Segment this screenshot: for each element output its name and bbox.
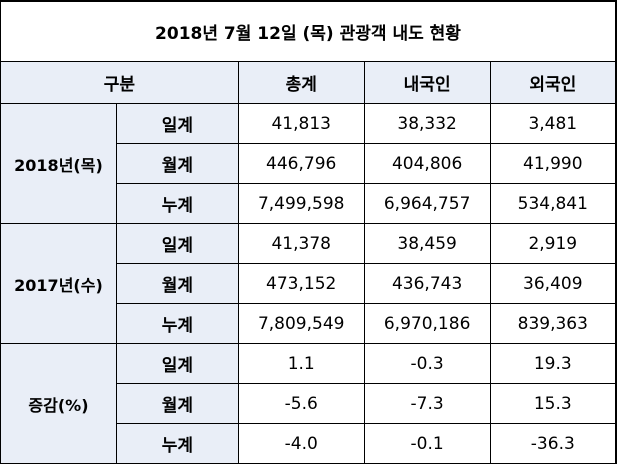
cell-total: -5.6	[237, 383, 365, 424]
cell-domestic: 436,743	[363, 263, 491, 304]
cell-foreign: 36,409	[489, 263, 617, 304]
cell-foreign: 3,481	[489, 103, 617, 144]
header-total: 총계	[237, 61, 365, 104]
table-row: 월계 446,796 404,806 41,990	[1, 143, 617, 184]
cell-foreign: 839,363	[489, 303, 617, 344]
cell-total: 446,796	[237, 143, 365, 184]
header-category: 구분	[0, 61, 239, 104]
cell-total: -4.0	[237, 423, 365, 464]
row-label: 일계	[115, 223, 239, 264]
table-row: 증감(%) 일계 1.1 -0.3 19.3	[0, 343, 617, 464]
row-label: 월계	[115, 143, 239, 184]
group-label-change: 증감(%)	[0, 343, 117, 464]
row-label: 월계	[115, 263, 239, 304]
cell-domestic: -0.1	[363, 423, 491, 464]
header-foreign: 외국인	[489, 61, 617, 104]
cell-domestic: -0.3	[363, 343, 491, 384]
table-row: 2018년(목) 일계 41,813 38,332 3,481	[0, 103, 617, 224]
row-label: 누계	[115, 303, 239, 344]
cell-domestic: 6,970,186	[363, 303, 491, 344]
cell-total: 7,499,598	[237, 183, 365, 224]
group-label-2017: 2017년(수)	[0, 223, 117, 344]
row-label: 누계	[115, 183, 239, 224]
cell-foreign: 2,919	[489, 223, 617, 264]
cell-domestic: -7.3	[363, 383, 491, 424]
cell-total: 473,152	[237, 263, 365, 304]
header-domestic: 내국인	[363, 61, 491, 104]
row-label: 일계	[115, 343, 239, 384]
row-label: 일계	[115, 103, 239, 144]
header-row: 구분 총계 내국인 외국인	[0, 61, 617, 104]
cell-total: 41,378	[237, 223, 365, 264]
cell-total: 1.1	[237, 343, 365, 384]
table-row: 월계 -5.6 -7.3 15.3	[1, 383, 617, 424]
cell-foreign: 534,841	[489, 183, 617, 224]
table-row: 누계 7,499,598 6,964,757 534,841	[1, 183, 617, 224]
cell-foreign: 41,990	[489, 143, 617, 184]
table-title: 2018년 7월 12일 (목) 관광객 내도 현황	[0, 0, 617, 62]
cell-total: 41,813	[237, 103, 365, 144]
cell-domestic: 6,964,757	[363, 183, 491, 224]
cell-foreign: 19.3	[489, 343, 617, 384]
group-label-2018: 2018년(목)	[0, 103, 117, 224]
cell-foreign: 15.3	[489, 383, 617, 424]
table-row: 2017년(수) 일계 41,378 38,459 2,919	[0, 223, 617, 344]
table-row: 월계 473,152 436,743 36,409	[1, 263, 617, 304]
cell-foreign: -36.3	[489, 423, 617, 464]
cell-total: 7,809,549	[237, 303, 365, 344]
cell-domestic: 404,806	[363, 143, 491, 184]
row-label: 월계	[115, 383, 239, 424]
table-row: 누계 7,809,549 6,970,186 839,363	[1, 303, 617, 344]
cell-domestic: 38,459	[363, 223, 491, 264]
cell-domestic: 38,332	[363, 103, 491, 144]
table-row: 누계 -4.0 -0.1 -36.3	[1, 423, 617, 464]
row-label: 누계	[115, 423, 239, 464]
